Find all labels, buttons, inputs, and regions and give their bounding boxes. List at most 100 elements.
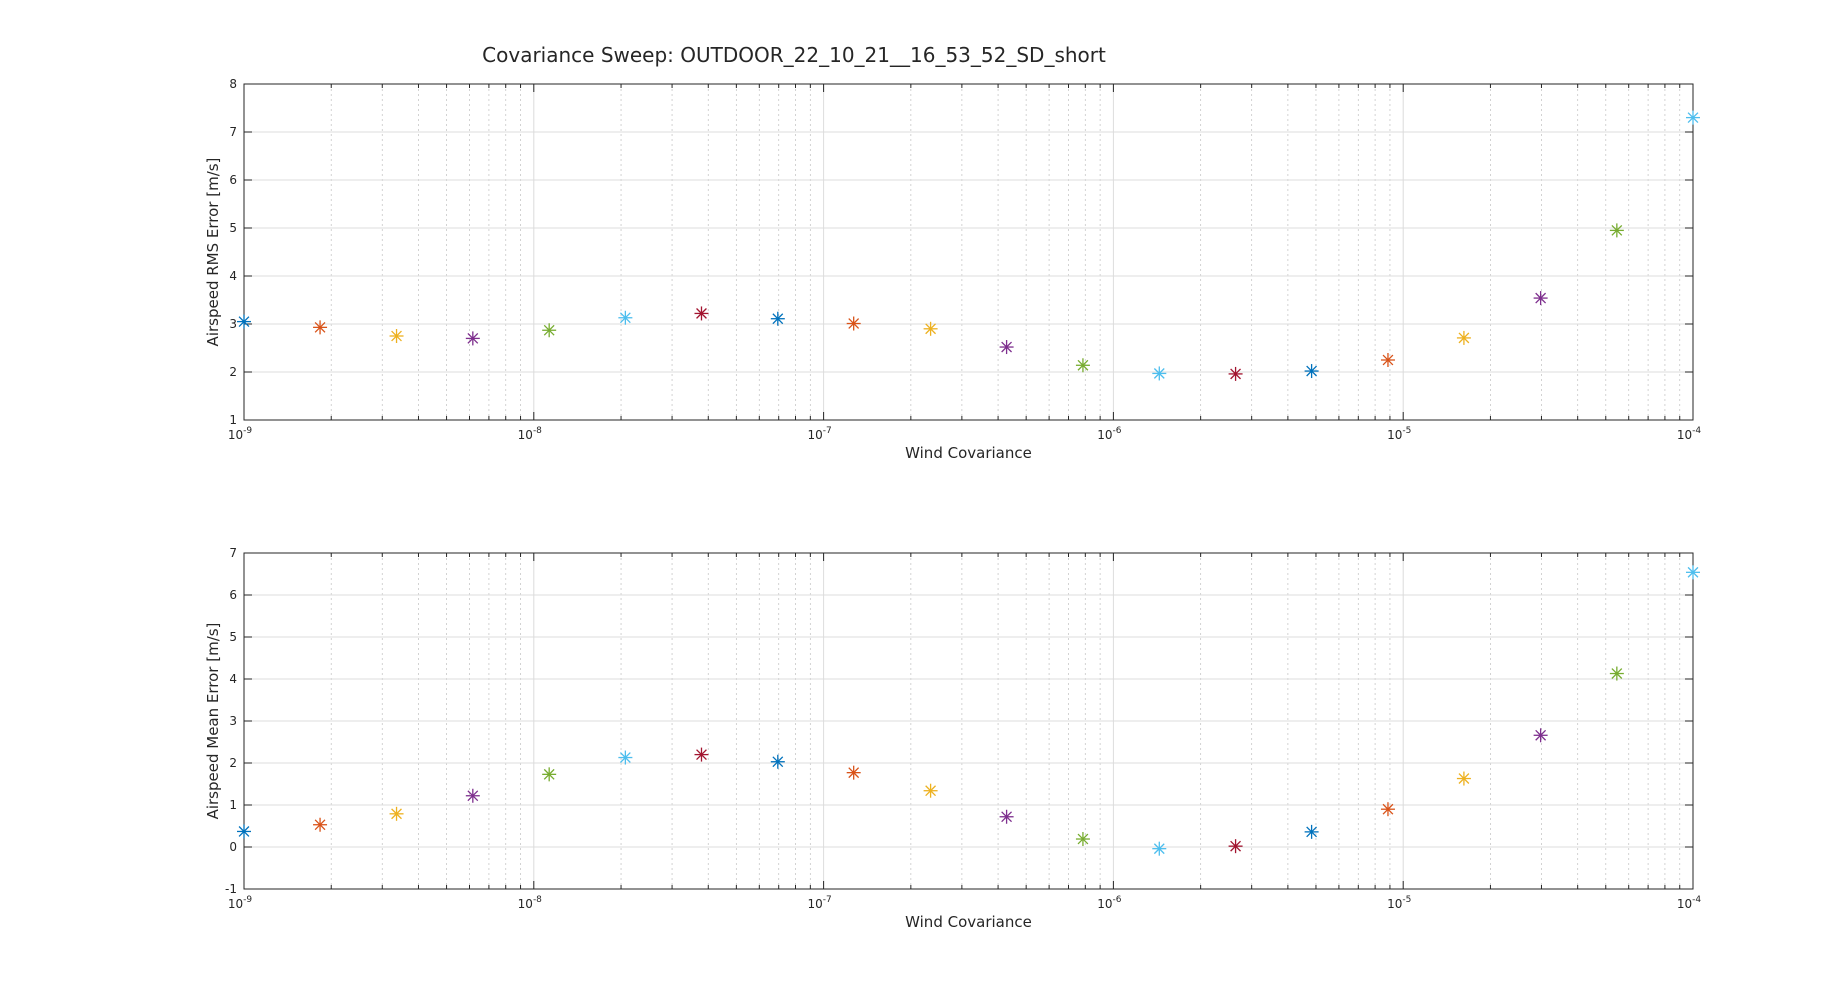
data-point xyxy=(1152,366,1167,381)
marker-stroke xyxy=(1611,224,1623,236)
y-tick-label: 6 xyxy=(229,173,237,187)
marker-stroke xyxy=(1382,354,1394,366)
marker-stroke xyxy=(1306,826,1318,838)
mean-error-axes: -1 0 1 2 3 4 5 6 7 10-9 10-8 10-7 10-6 10-5 10-4 Wind C… xyxy=(204,546,1701,931)
data-point xyxy=(465,331,480,346)
marker-stroke xyxy=(391,330,402,342)
grid xyxy=(243,552,1694,890)
data-point xyxy=(618,310,633,325)
plot-area xyxy=(244,84,1693,420)
axes-box xyxy=(243,83,1694,421)
marker-stroke xyxy=(1153,843,1165,855)
y-tick-label: 4 xyxy=(229,269,237,283)
marker-stroke xyxy=(1458,332,1470,344)
x-tick-label: 10-8 xyxy=(518,426,543,442)
y-tick-label: 5 xyxy=(229,630,237,644)
marker-stroke xyxy=(1153,368,1165,379)
marker-stroke xyxy=(1611,668,1623,679)
data-point xyxy=(313,320,328,335)
marker-stroke xyxy=(1001,811,1013,823)
marker-stroke xyxy=(1306,365,1318,377)
y-tick-label: -1 xyxy=(225,882,237,896)
marker-stroke xyxy=(772,313,784,325)
data-point xyxy=(542,767,557,782)
y-tick-label: 2 xyxy=(229,365,237,379)
marker-stroke xyxy=(1687,566,1699,578)
marker-stroke xyxy=(619,312,631,324)
y-tick-label: 3 xyxy=(229,317,237,331)
data-point xyxy=(1456,771,1471,786)
data-point xyxy=(1686,565,1700,580)
marker-stroke xyxy=(314,321,326,333)
data-point xyxy=(846,765,861,780)
y-tick-label: 7 xyxy=(229,546,237,560)
y-tick-label: 6 xyxy=(229,588,237,602)
data-point xyxy=(1533,291,1548,306)
x-tick-label: 10-4 xyxy=(1677,426,1702,442)
marker-stroke xyxy=(1687,112,1699,124)
data-point xyxy=(1304,364,1319,379)
marker-stroke xyxy=(619,752,631,763)
figure-title: Covariance Sweep: OUTDOOR_22_10_21__16_5… xyxy=(482,43,1106,67)
x-tick-label: 10-7 xyxy=(807,895,831,911)
marker-stroke xyxy=(848,318,860,329)
marker-stroke xyxy=(772,756,784,768)
x-tick-label: 10-6 xyxy=(1097,895,1122,911)
x-tick-label: 10-5 xyxy=(1387,426,1411,442)
marker-stroke xyxy=(1535,292,1547,304)
y-tick-label: 4 xyxy=(229,672,237,686)
data-point xyxy=(313,817,328,832)
y-tick-label: 5 xyxy=(229,221,237,235)
data-point xyxy=(694,306,709,321)
y-axis-label: Airspeed RMS Error [m/s] xyxy=(204,158,222,347)
y-tick-label: 8 xyxy=(229,77,237,91)
data-point xyxy=(1533,728,1548,743)
x-tick-label: 10-4 xyxy=(1677,895,1702,911)
y-tick-label: 2 xyxy=(229,756,237,770)
data-point xyxy=(999,809,1014,824)
y-tick-label: 3 xyxy=(229,714,237,728)
data-point xyxy=(1380,802,1395,817)
data-point xyxy=(237,824,251,839)
data-point xyxy=(1609,666,1624,681)
y-tick-label: 0 xyxy=(229,840,237,854)
data-point xyxy=(1228,839,1243,854)
data-point xyxy=(923,321,938,336)
data-point xyxy=(999,340,1014,355)
data-point xyxy=(1075,358,1090,373)
x-tick-label: 10-7 xyxy=(807,426,831,442)
marker-stroke xyxy=(238,826,250,837)
data-point xyxy=(770,311,785,326)
x-axis-label: Wind Covariance xyxy=(905,913,1032,931)
marker-stroke xyxy=(1077,833,1089,845)
data-point xyxy=(1228,366,1243,381)
marker-stroke xyxy=(1230,840,1241,852)
marker-stroke xyxy=(543,768,555,780)
data-points xyxy=(237,110,1700,381)
data-point xyxy=(389,806,404,821)
marker-stroke xyxy=(543,324,555,336)
x-axis-label: Wind Covariance xyxy=(905,444,1032,462)
data-point xyxy=(618,750,633,765)
marker-stroke xyxy=(314,819,326,831)
data-point xyxy=(542,323,557,338)
marker-stroke xyxy=(1535,729,1547,741)
data-point xyxy=(923,783,938,798)
marker-stroke xyxy=(848,767,860,779)
marker-stroke xyxy=(1382,803,1394,815)
y-axis-label: Airspeed Mean Error [m/s] xyxy=(204,623,222,820)
marker-stroke xyxy=(1001,341,1013,353)
marker-stroke xyxy=(925,785,937,797)
marker-stroke xyxy=(391,808,402,820)
data-point xyxy=(770,754,785,769)
data-point xyxy=(846,316,861,331)
data-point xyxy=(1075,832,1090,847)
data-point xyxy=(1609,223,1624,238)
x-tick-label: 10-8 xyxy=(518,895,543,911)
y-tick-label: 1 xyxy=(229,798,237,812)
data-points xyxy=(237,565,1700,856)
marker-stroke xyxy=(696,308,707,319)
marker-stroke xyxy=(1230,368,1241,380)
x-tick-label: 10-9 xyxy=(228,426,253,442)
